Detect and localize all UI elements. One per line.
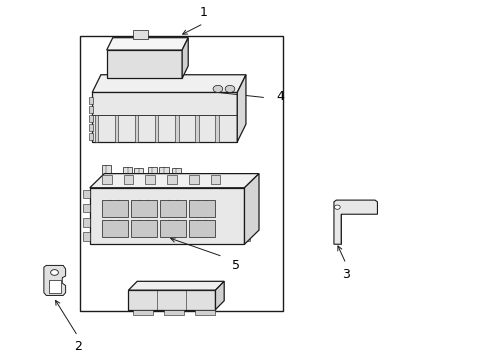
- Polygon shape: [106, 38, 188, 50]
- Polygon shape: [333, 200, 377, 244]
- Polygon shape: [49, 280, 61, 293]
- Polygon shape: [133, 310, 152, 315]
- Polygon shape: [134, 168, 142, 181]
- Polygon shape: [244, 189, 250, 198]
- Polygon shape: [89, 133, 93, 140]
- Polygon shape: [95, 114, 98, 142]
- Text: 2: 2: [74, 340, 81, 353]
- Polygon shape: [80, 36, 283, 311]
- Polygon shape: [92, 75, 245, 93]
- Polygon shape: [89, 106, 93, 113]
- Polygon shape: [128, 281, 224, 290]
- Polygon shape: [147, 167, 156, 181]
- Polygon shape: [172, 168, 180, 181]
- Polygon shape: [102, 220, 128, 237]
- Polygon shape: [215, 281, 224, 310]
- Polygon shape: [154, 114, 158, 142]
- Polygon shape: [188, 201, 215, 217]
- Polygon shape: [244, 174, 259, 244]
- Polygon shape: [145, 175, 155, 184]
- Polygon shape: [159, 167, 168, 181]
- Polygon shape: [90, 174, 259, 188]
- Polygon shape: [244, 218, 250, 226]
- Circle shape: [224, 85, 234, 93]
- Text: 1: 1: [199, 6, 207, 19]
- Polygon shape: [244, 232, 250, 241]
- Polygon shape: [44, 265, 65, 296]
- Text: 5: 5: [232, 259, 240, 272]
- Polygon shape: [89, 124, 93, 131]
- Polygon shape: [102, 165, 110, 181]
- Polygon shape: [160, 220, 186, 237]
- Circle shape: [51, 270, 58, 275]
- Polygon shape: [164, 310, 183, 315]
- Polygon shape: [116, 184, 131, 202]
- Polygon shape: [83, 218, 90, 226]
- Polygon shape: [161, 186, 171, 197]
- Polygon shape: [137, 188, 146, 198]
- Polygon shape: [102, 201, 128, 217]
- Polygon shape: [89, 115, 93, 122]
- Polygon shape: [83, 189, 90, 198]
- Polygon shape: [174, 114, 178, 142]
- Polygon shape: [123, 175, 133, 184]
- Polygon shape: [244, 204, 250, 212]
- Polygon shape: [89, 97, 93, 104]
- Polygon shape: [237, 75, 245, 142]
- Polygon shape: [182, 38, 188, 78]
- Polygon shape: [210, 175, 220, 184]
- Polygon shape: [167, 175, 177, 184]
- Polygon shape: [195, 310, 214, 315]
- Circle shape: [213, 85, 223, 93]
- Polygon shape: [128, 290, 215, 310]
- Polygon shape: [102, 175, 111, 184]
- Polygon shape: [122, 167, 132, 181]
- Polygon shape: [92, 93, 237, 142]
- Polygon shape: [106, 50, 182, 78]
- Polygon shape: [102, 189, 111, 198]
- Polygon shape: [131, 220, 157, 237]
- Text: 3: 3: [342, 268, 349, 281]
- Polygon shape: [90, 188, 244, 244]
- Polygon shape: [188, 220, 215, 237]
- Polygon shape: [188, 175, 198, 184]
- Text: 4: 4: [275, 90, 283, 103]
- Polygon shape: [83, 204, 90, 212]
- Polygon shape: [133, 30, 148, 39]
- Polygon shape: [83, 232, 90, 241]
- Polygon shape: [114, 114, 118, 142]
- Polygon shape: [160, 201, 186, 217]
- Polygon shape: [131, 201, 157, 217]
- Polygon shape: [194, 114, 198, 142]
- Circle shape: [163, 206, 176, 215]
- Polygon shape: [150, 188, 159, 198]
- Polygon shape: [134, 114, 138, 142]
- Circle shape: [334, 205, 340, 209]
- Polygon shape: [214, 114, 218, 142]
